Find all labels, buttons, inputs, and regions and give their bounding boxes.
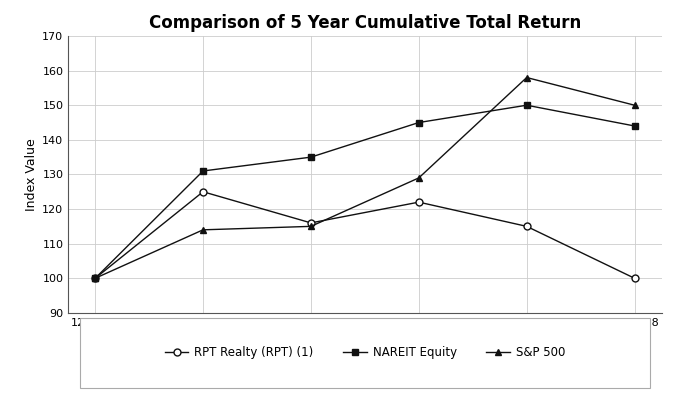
RPT Realty (RPT) (1) xyxy=(199,189,207,194)
S&P 500 xyxy=(522,75,531,80)
NAREIT Equity xyxy=(91,276,100,281)
Bar xyxy=(80,318,650,388)
S&P 500 xyxy=(630,103,638,108)
NAREIT Equity xyxy=(307,155,315,160)
RPT Realty (RPT) (1) xyxy=(91,276,100,281)
NAREIT Equity xyxy=(415,120,423,125)
X-axis label: Period Ending: Period Ending xyxy=(322,332,408,345)
RPT Realty (RPT) (1) xyxy=(307,220,315,225)
Y-axis label: Index Value: Index Value xyxy=(25,138,38,211)
NAREIT Equity xyxy=(199,168,207,173)
Line: NAREIT Equity: NAREIT Equity xyxy=(91,102,638,282)
Legend: RPT Realty (RPT) (1), NAREIT Equity, S&P 500: RPT Realty (RPT) (1), NAREIT Equity, S&P… xyxy=(161,342,569,362)
RPT Realty (RPT) (1) xyxy=(415,200,423,204)
S&P 500 xyxy=(415,176,423,180)
NAREIT Equity xyxy=(522,103,531,108)
RPT Realty (RPT) (1) xyxy=(630,276,638,281)
S&P 500 xyxy=(199,228,207,232)
Title: Comparison of 5 Year Cumulative Total Return: Comparison of 5 Year Cumulative Total Re… xyxy=(149,14,581,32)
Line: RPT Realty (RPT) (1): RPT Realty (RPT) (1) xyxy=(91,188,638,282)
S&P 500 xyxy=(307,224,315,229)
S&P 500 xyxy=(91,276,100,281)
Line: S&P 500: S&P 500 xyxy=(91,74,638,282)
RPT Realty (RPT) (1) xyxy=(522,224,531,229)
NAREIT Equity xyxy=(630,124,638,128)
